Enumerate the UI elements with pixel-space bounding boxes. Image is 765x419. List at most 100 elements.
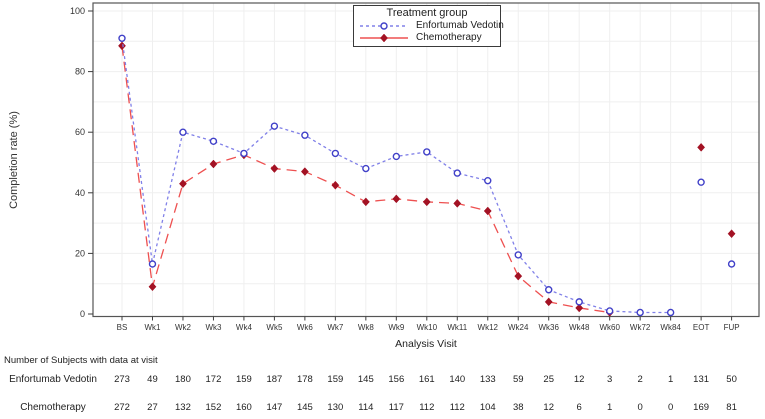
x-tick-label: Wk9 [388,323,405,332]
data-point-marker [179,179,187,189]
data-point-marker [361,197,370,207]
legend: Treatment group Enfortumab Vedotin Chemo… [353,5,504,47]
y-tick-label: 100 [70,6,85,16]
subject-count: 12 [543,402,555,413]
subject-count: 161 [418,374,435,385]
subject-count: 112 [419,402,435,413]
data-point-marker [300,167,309,176]
subject-count: 12 [573,374,585,385]
x-tick-label: EOT [693,323,710,332]
data-point-marker [380,33,388,43]
x-tick-label: Wk2 [175,323,192,332]
data-point-marker [270,122,279,130]
subject-count: 180 [175,374,191,385]
data-point-marker [545,286,553,294]
data-point-marker [148,260,157,268]
data-point-marker [392,152,401,161]
x-tick-label: Wk12 [478,323,499,332]
data-point-marker [575,298,583,306]
data-point-marker [270,164,279,173]
subjects-table-title: Number of Subjects with data at visit [4,355,158,366]
x-tick-label: BS [117,323,128,332]
data-point-marker [453,199,462,208]
subject-count: 117 [388,402,404,413]
data-point-marker [362,164,370,173]
y-tick-label: 0 [80,309,85,319]
subject-count: 172 [205,374,222,385]
subject-count: 272 [114,402,130,413]
data-point-marker [483,206,492,216]
y-axis-title: Completion rate (%) [8,111,20,209]
data-point-marker [636,308,644,317]
subject-count: 159 [327,374,344,385]
data-point-marker [453,169,461,177]
subject-count: 6 [576,402,582,413]
x-tick-label: Wk72 [630,323,651,332]
data-point-marker [575,303,584,313]
subject-count: 160 [235,402,252,413]
subject-count: 59 [512,374,524,385]
subject-count: 25 [543,374,555,385]
x-tick-label: Wk48 [569,323,590,332]
subject-count: 273 [114,374,130,385]
data-point-marker [392,194,401,204]
legend-title: Treatment group [386,7,468,19]
x-tick-label: Wk11 [447,323,467,332]
data-point-marker [148,282,157,292]
enfortumab-vedotin-line-swatch-icon [360,22,408,30]
chemotherapy-line-swatch-icon [360,33,408,43]
data-point-marker [331,180,340,190]
subject-count: 132 [175,402,191,413]
subjects-row-label-chemotherapy: Chemotherapy [20,402,86,413]
subject-count: 81 [726,402,737,413]
y-tick-label: 60 [75,127,85,137]
subject-count: 140 [449,374,466,385]
x-tick-label: Wk36 [538,323,559,332]
data-point-marker [331,149,340,158]
subject-count: 152 [205,402,222,413]
data-point-marker [666,308,675,317]
data-point-marker [422,197,431,207]
y-tick-label: 80 [75,67,85,77]
x-tick-label: Wk6 [297,323,314,332]
x-tick-label: Wk8 [358,323,375,332]
x-tick-label: Wk24 [508,323,529,332]
subject-count: 27 [147,402,158,413]
legend-label: Enfortumab Vedotin [416,20,504,31]
subject-count: 49 [147,374,158,385]
data-point-marker [118,34,126,42]
subject-count: 187 [266,374,283,385]
subject-count: 147 [266,402,283,413]
data-point-marker [301,131,309,139]
x-tick-label: Wk5 [266,323,283,332]
subject-count: 114 [358,402,374,413]
data-point-marker [514,251,522,259]
legend-entry-enfortumab-vedotin: Enfortumab Vedotin [354,20,504,32]
y-tick-label: 20 [75,248,85,258]
x-tick-label: Wk7 [327,323,344,332]
data-point-marker [605,307,614,315]
x-tick-label: Wk3 [205,323,222,332]
subject-count: 130 [327,402,344,413]
data-point-marker [209,137,218,145]
data-point-marker [727,260,736,268]
x-tick-label: Wk84 [660,323,681,332]
subject-count: 1 [667,374,674,385]
y-tick-label: 40 [75,188,85,198]
plot-area: 0 20 40 60 80 100 BS Wk1 Wk2 Wk3 Wk4 Wk5 Wk6 Wk7 Wk8 Wk… [70,2,760,332]
subject-count: 3 [607,374,613,385]
data-point-marker [514,271,523,281]
subject-count: 2 [637,374,643,385]
subject-count: 0 [667,402,674,413]
subject-count: 159 [235,374,252,385]
data-point-marker [209,159,218,169]
x-tick-label: Wk4 [236,323,253,332]
subject-count: 1 [607,402,613,413]
subject-count: 156 [388,374,405,385]
x-tick-label: FUP [724,323,740,332]
subject-count: 169 [693,402,710,413]
x-tick-label: Wk60 [599,323,620,332]
subject-count: 104 [479,402,496,413]
subjects-row-label-enfortumab: Enfortumab Vedotin [9,374,97,385]
